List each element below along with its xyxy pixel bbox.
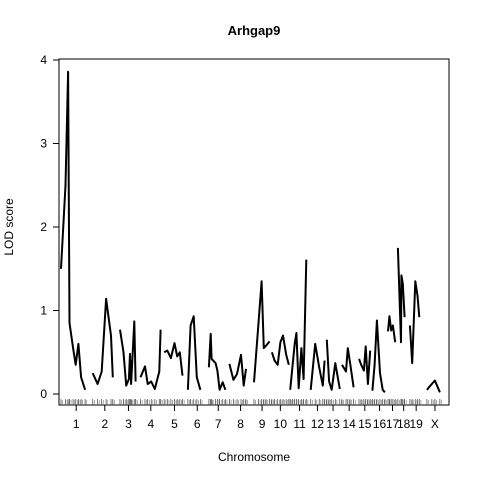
lod-series <box>60 70 441 393</box>
y-axis-title: LOD score <box>2 198 16 256</box>
x-tick-label: 14 <box>342 417 356 431</box>
y-axis: 0 1 2 3 4 <box>40 53 59 401</box>
x-tick-label: 16 <box>373 417 387 431</box>
x-tick-label: 3 <box>125 417 132 431</box>
x-tick-label: 2 <box>101 417 108 431</box>
lod-curve-chr-6 <box>186 315 202 391</box>
x-tick-label: 12 <box>311 417 325 431</box>
x-tick-label: 18 <box>397 417 411 431</box>
x-tick-label: 10 <box>274 417 288 431</box>
lod-curve-chr-X <box>426 379 441 393</box>
lod-curve-chr-5 <box>163 342 184 376</box>
chart-title: Arhgap9 <box>228 23 281 38</box>
lod-curve-chr-17 <box>387 315 397 343</box>
plot-frame <box>58 58 450 406</box>
x-tick-label: 15 <box>358 417 372 431</box>
y-tick-label: 3 <box>40 137 47 151</box>
x-tick-label: 9 <box>259 417 266 431</box>
y-tick-label: 0 <box>40 387 47 401</box>
lod-curve-chr-11 <box>289 259 308 390</box>
lod-curve-chr-8 <box>228 353 247 387</box>
x-tick-label: 13 <box>326 417 340 431</box>
x-tick-label: 17 <box>386 417 400 431</box>
x-tick-label: 8 <box>237 417 244 431</box>
lod-curve-chr-1 <box>60 70 87 391</box>
x-tick-label: X <box>431 417 439 431</box>
lod-curve-chr-19 <box>408 280 421 365</box>
x-axis-title: Chromosome <box>218 450 290 464</box>
lod-curve-chr-10 <box>270 334 290 366</box>
lod-curve-chr-16 <box>371 319 386 393</box>
x-tick-label: 6 <box>194 417 201 431</box>
lod-curve-chr-4 <box>139 329 162 390</box>
x-tick-label: 19 <box>409 417 423 431</box>
x-tick-label: 4 <box>147 417 154 431</box>
x-tick-label: 11 <box>293 417 306 431</box>
lod-curve-chr-18 <box>396 247 406 344</box>
lod-curve-chr-14 <box>341 347 355 388</box>
lod-curve-chr-12 <box>309 342 326 390</box>
x-tick-label: 7 <box>215 417 222 431</box>
lod-curve-chr-13 <box>325 339 341 391</box>
x-tick-label: 1 <box>73 417 80 431</box>
lod-curve-chr-15 <box>358 345 372 385</box>
y-tick-label: 1 <box>40 304 47 318</box>
lod-curve-chr-9 <box>253 280 271 383</box>
lod-curve-chr-7 <box>207 332 227 391</box>
y-tick-label: 2 <box>40 220 47 234</box>
lod-curve-chr-2 <box>91 297 114 385</box>
x-tick-label: 5 <box>171 417 178 431</box>
lod-curve-chr-3 <box>119 320 137 387</box>
marker-rug <box>60 399 442 405</box>
y-tick-label: 4 <box>40 53 47 67</box>
